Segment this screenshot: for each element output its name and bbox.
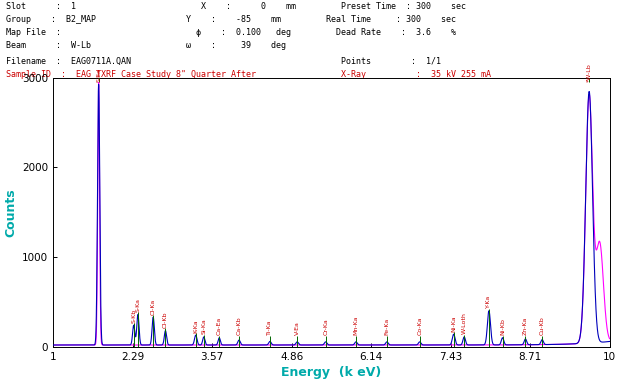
Text: Cl-Kb: Cl-Kb [163,312,168,328]
Text: Fe-Ka: Fe-Ka [384,318,389,335]
Text: S-Kb: S-Kb [131,308,136,323]
Text: Filename  :  EAG0711A.QAN                                          Points       : Filename : EAG0711A.QAN Points [6,57,441,66]
Text: S-Ea: S-Ea [96,68,101,82]
Text: Co-Ka: Co-Ka [417,317,422,335]
Text: Group    :  B2_MAP                  Y    :    -85    mm         Real Time     : : Group : B2_MAP Y : -85 mm Real Time : [6,15,456,24]
Text: V-Ea: V-Ea [295,322,300,335]
Y-axis label: Counts: Counts [5,188,17,237]
Text: Ni-Ka: Ni-Ka [451,315,456,332]
Text: Cr-Ka: Cr-Ka [323,319,328,335]
Text: Cu-Kb: Cu-Kb [540,317,545,335]
Text: Slot      :  1                         X    :      0    mm         Preset Time  : Slot : 1 X : 0 mm Preset Time [6,2,466,11]
Text: Y-Ka: Y-Ka [486,295,491,308]
Text: Sample ID  :  EAG TXRF Case Study 8" Quarter After                 X-Ray        : Sample ID : EAG TXRF Case Study 8" Quart… [6,70,491,79]
Text: Ca-Ea: Ca-Ea [216,317,222,335]
X-axis label: Energy  (k eV): Energy (k eV) [281,366,381,379]
Text: *W-Lb: *W-Lb [587,63,592,82]
Text: Ti-Ka: Ti-Ka [267,320,272,335]
Text: Zn-Ka: Zn-Ka [523,317,528,335]
Text: K-Ka: K-Ka [193,319,198,333]
Text: Ni-Kb: Ni-Kb [500,319,505,335]
Text: S-Ka: S-Ka [136,298,141,312]
Text: Map File  :                           ϕ    :  0.100   deg         Dead Rate    :: Map File : ϕ : 0.100 deg Dead Rate : [6,28,456,37]
Text: Mn-Ka: Mn-Ka [353,316,358,335]
Text: Cl-Ka: Cl-Ka [151,298,156,315]
Text: Ca-Kb: Ca-Kb [236,317,241,335]
Text: Si-Ka: Si-Ka [202,319,207,334]
Text: W-Loth: W-Loth [462,313,466,334]
Text: Beam      :  W-Lb                   ω    :     39    deg: Beam : W-Lb ω : 39 deg [6,41,286,50]
